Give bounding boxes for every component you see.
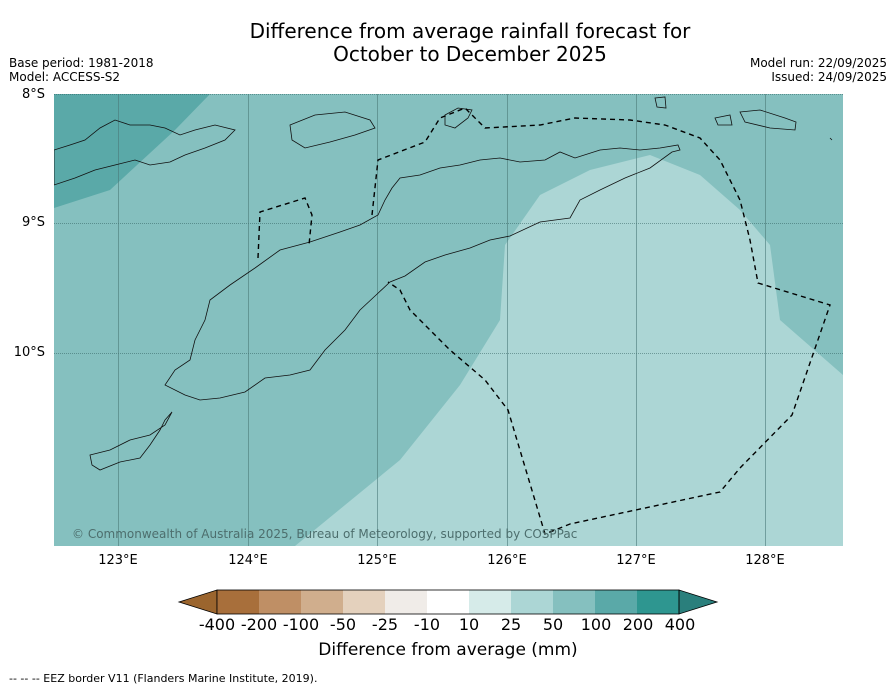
legend-tick: 400 [664,615,696,634]
lat-label-9s: 9°S [21,215,45,230]
colorbar-swatch [385,590,427,614]
legend-tick: -200 [240,615,278,634]
colorbar-high-arrow [678,589,719,615]
colorbar-swatch [553,590,595,614]
legend-tick: -50 [329,615,357,634]
meta-left: Base period: 1981-2018 Model: ACCESS-S2 [9,56,154,84]
legend-tick: -100 [282,615,320,634]
colorbar-low-arrow [177,589,218,615]
legend-tick: 100 [580,615,612,634]
meta-right: Model run: 22/09/2025 Issued: 24/09/2025 [750,56,887,84]
zone-25-50 [295,155,843,546]
eez-border-oecusse [257,197,313,259]
colorbar-border [216,589,680,615]
map-area [54,94,843,546]
colorbar-swatch [511,590,553,614]
eez-border-timor-leste [371,107,831,535]
grid-lat [54,94,843,354]
wetar-coastline [289,111,376,149]
lon-label-127e: 127°E [616,553,656,568]
legend-title: Difference from average (mm) [318,640,578,660]
colorbar-swatch [637,590,679,614]
lat-label-8s: 8°S [21,87,45,102]
timor-coastline [164,144,681,401]
lat-label-10s: 10°S [13,345,45,360]
colorbar-swatch [217,590,259,614]
legend-tick: 25 [500,615,522,634]
title-line-2: October to December 2025 [333,42,607,66]
legend-tick: -10 [413,615,441,634]
colorbar-swatch [301,590,343,614]
issued-date: Issued: 24/09/2025 [771,70,887,84]
base-period: Base period: 1981-2018 [9,56,154,70]
colorbar [177,589,719,615]
atauro-coastline [444,107,473,129]
legend-tick: 50 [542,615,564,634]
zone-100-200-nw [54,94,210,208]
legend-tick: 10 [458,615,480,634]
alor-coastline [54,119,236,186]
colorbar-swatch [343,590,385,614]
lon-label-123e: 123°E [98,553,138,568]
eastern-islands-coastline [654,96,833,141]
eez-footnote: -- -- -- EEZ border V11 (Flanders Marine… [9,672,318,685]
colorbar-swatch [259,590,301,614]
colorbar-swatch [469,590,511,614]
lon-label-125e: 125°E [357,553,397,568]
model-name: Model: ACCESS-S2 [9,70,121,84]
copyright-text: © Commonwealth of Australia 2025, Bureau… [72,527,577,541]
title-line-1: Difference from average rainfall forecas… [249,19,691,43]
colorbar-swatch [595,590,637,614]
legend-tick: 200 [622,615,654,634]
model-run: Model run: 22/09/2025 [749,56,887,70]
lon-label-124e: 124°E [228,553,268,568]
lon-label-128e: 128°E [745,553,785,568]
map-title: Difference from average rainfall forecas… [220,20,720,66]
rote-coastline [89,411,173,471]
lon-label-126e: 126°E [487,553,527,568]
colorbar-swatch [427,590,469,614]
legend-tick: -400 [198,615,236,634]
legend-tick: -25 [371,615,399,634]
